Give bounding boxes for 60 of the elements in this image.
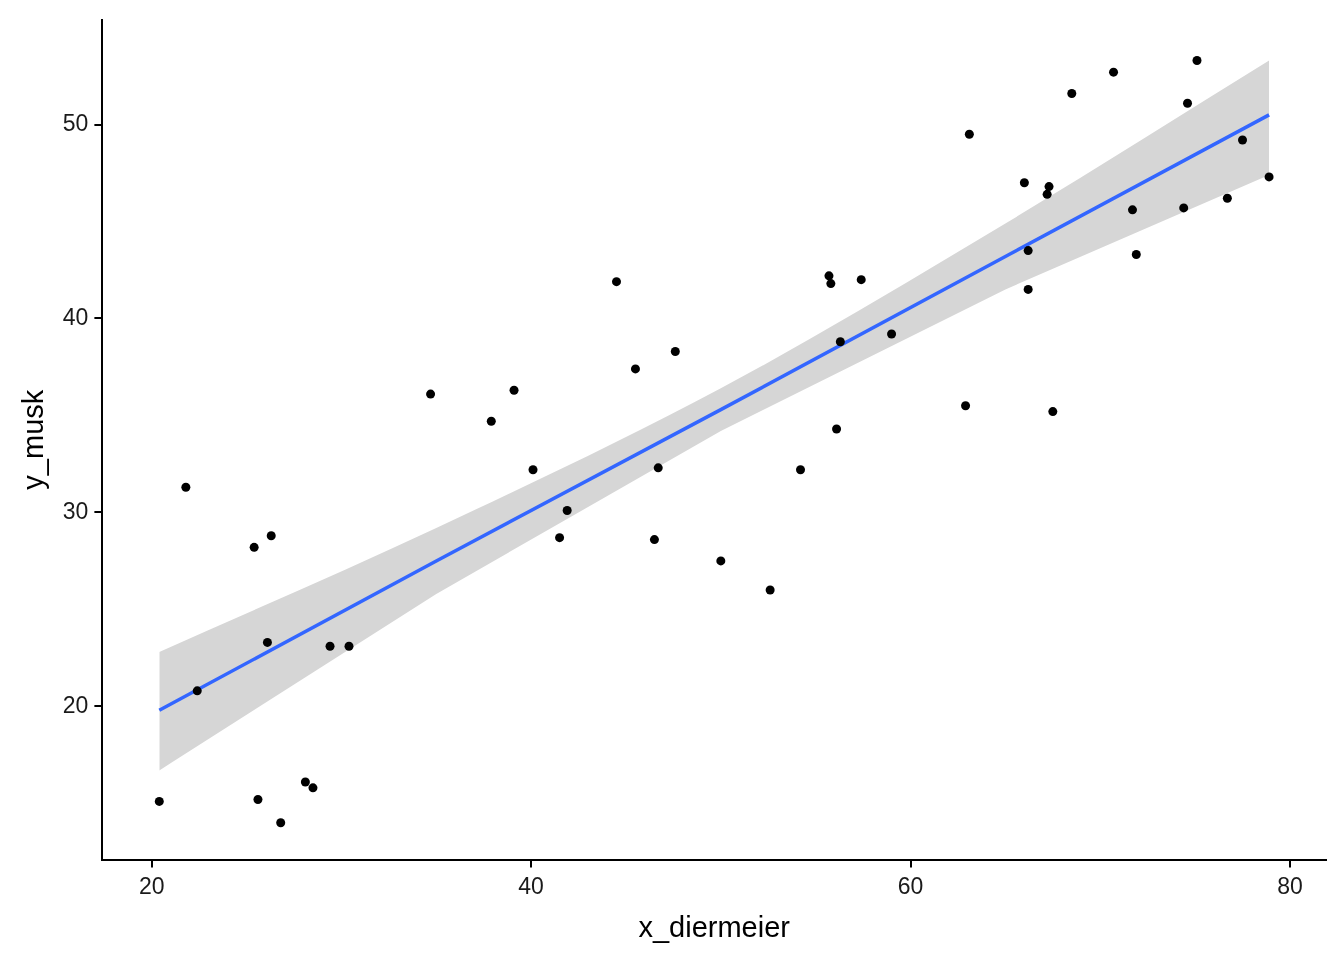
x-axis-title: x_diermeier <box>638 910 791 943</box>
point <box>192 686 202 696</box>
point <box>1109 67 1119 77</box>
y-tick-label: 40 <box>62 303 89 330</box>
point <box>796 465 806 475</box>
point <box>832 424 842 434</box>
point <box>835 337 845 347</box>
point <box>964 129 974 139</box>
point <box>253 794 263 804</box>
x-tick-label: 40 <box>518 872 544 899</box>
x-tick-label: 80 <box>1277 872 1303 899</box>
y-tick-label: 30 <box>62 497 89 524</box>
point <box>856 275 866 285</box>
point <box>300 777 310 787</box>
point <box>154 796 164 806</box>
point <box>266 531 276 541</box>
point <box>528 465 538 475</box>
point <box>1192 56 1202 66</box>
point <box>826 279 836 289</box>
point <box>262 637 272 647</box>
point <box>276 818 286 828</box>
point <box>181 482 191 492</box>
point <box>1044 182 1054 192</box>
point <box>653 463 663 473</box>
point <box>1042 189 1052 199</box>
y-axis-title: y_musk <box>17 389 50 490</box>
point <box>1179 203 1189 213</box>
x-tick-label: 20 <box>138 872 165 899</box>
point <box>611 277 621 287</box>
point <box>765 585 775 595</box>
point <box>486 416 496 426</box>
point <box>961 401 971 411</box>
point <box>325 641 335 651</box>
point <box>649 535 659 545</box>
point <box>1023 246 1033 256</box>
point <box>1019 178 1029 188</box>
point <box>1023 284 1033 294</box>
point <box>1131 249 1141 259</box>
point <box>562 505 572 515</box>
point <box>249 542 259 552</box>
point <box>716 556 726 566</box>
y-tick-label: 50 <box>62 109 89 136</box>
point <box>555 533 565 543</box>
point <box>1048 407 1058 417</box>
point <box>1238 135 1248 145</box>
point <box>670 346 680 356</box>
point <box>1183 98 1193 108</box>
point <box>1264 172 1274 182</box>
point <box>1222 193 1232 203</box>
y-tick-label: 20 <box>62 691 89 718</box>
point <box>308 783 318 793</box>
point <box>887 329 897 339</box>
point <box>426 389 436 399</box>
point <box>1067 89 1077 98</box>
point <box>509 385 519 395</box>
point <box>630 364 640 374</box>
point <box>824 271 834 281</box>
point <box>344 641 354 651</box>
x-tick-label: 60 <box>897 872 924 899</box>
point <box>1128 205 1137 215</box>
